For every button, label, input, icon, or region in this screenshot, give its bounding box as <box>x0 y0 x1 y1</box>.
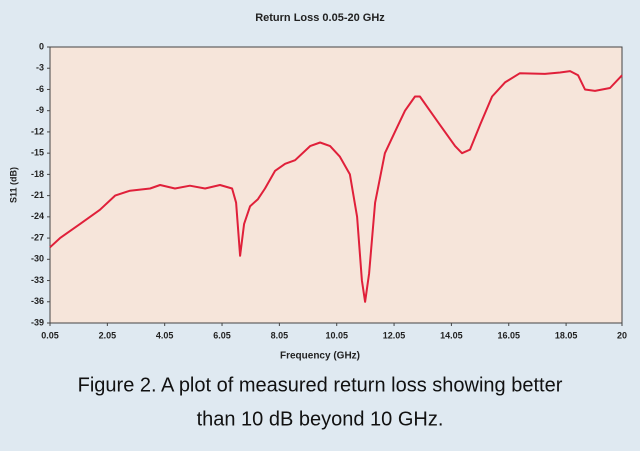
y-tick-label: -6 <box>36 84 44 94</box>
y-tick-label: -9 <box>36 105 44 115</box>
y-tick-label: -15 <box>31 148 44 158</box>
x-tick-label: 12.05 <box>383 330 406 340</box>
caption: than 10 dB beyond 10 GHz. <box>197 408 444 430</box>
x-tick-label: 6.05 <box>213 330 231 340</box>
x-tick-label: 14.05 <box>440 330 463 340</box>
y-tick-label: -27 <box>31 232 44 242</box>
y-tick-label: -30 <box>31 254 44 264</box>
x-tick-label: 16.05 <box>497 330 520 340</box>
chart-title: Return Loss 0.05-20 GHz <box>255 12 385 24</box>
x-tick-label: 10.05 <box>325 330 348 340</box>
y-tick-label: -21 <box>31 190 44 200</box>
y-tick-label: -39 <box>31 317 44 327</box>
caption: Figure 2. A plot of measured return loss… <box>78 374 563 396</box>
y-tick-label: -24 <box>31 211 44 221</box>
data-line <box>49 70 623 303</box>
x-tick-label: 2.05 <box>99 330 117 340</box>
x-tick-label: 0.05 <box>41 330 59 340</box>
x-tick-label: 20 <box>617 330 627 340</box>
x-tick-label: 4.05 <box>156 330 174 340</box>
y-axis-label: S11 (dB) <box>8 167 18 203</box>
x-axis-label: Frequency (GHz) <box>280 351 360 362</box>
plot-area <box>49 46 623 324</box>
y-tick-label: -36 <box>31 296 44 306</box>
y-tick-label: -18 <box>31 169 44 179</box>
y-tick-label: -12 <box>31 126 44 136</box>
y-tick-label: 0 <box>39 41 44 51</box>
x-tick-label: 8.05 <box>271 330 289 340</box>
x-tick-label: 18.05 <box>555 330 578 340</box>
y-tick-label: -3 <box>36 63 44 73</box>
y-tick-label: -33 <box>31 275 44 285</box>
